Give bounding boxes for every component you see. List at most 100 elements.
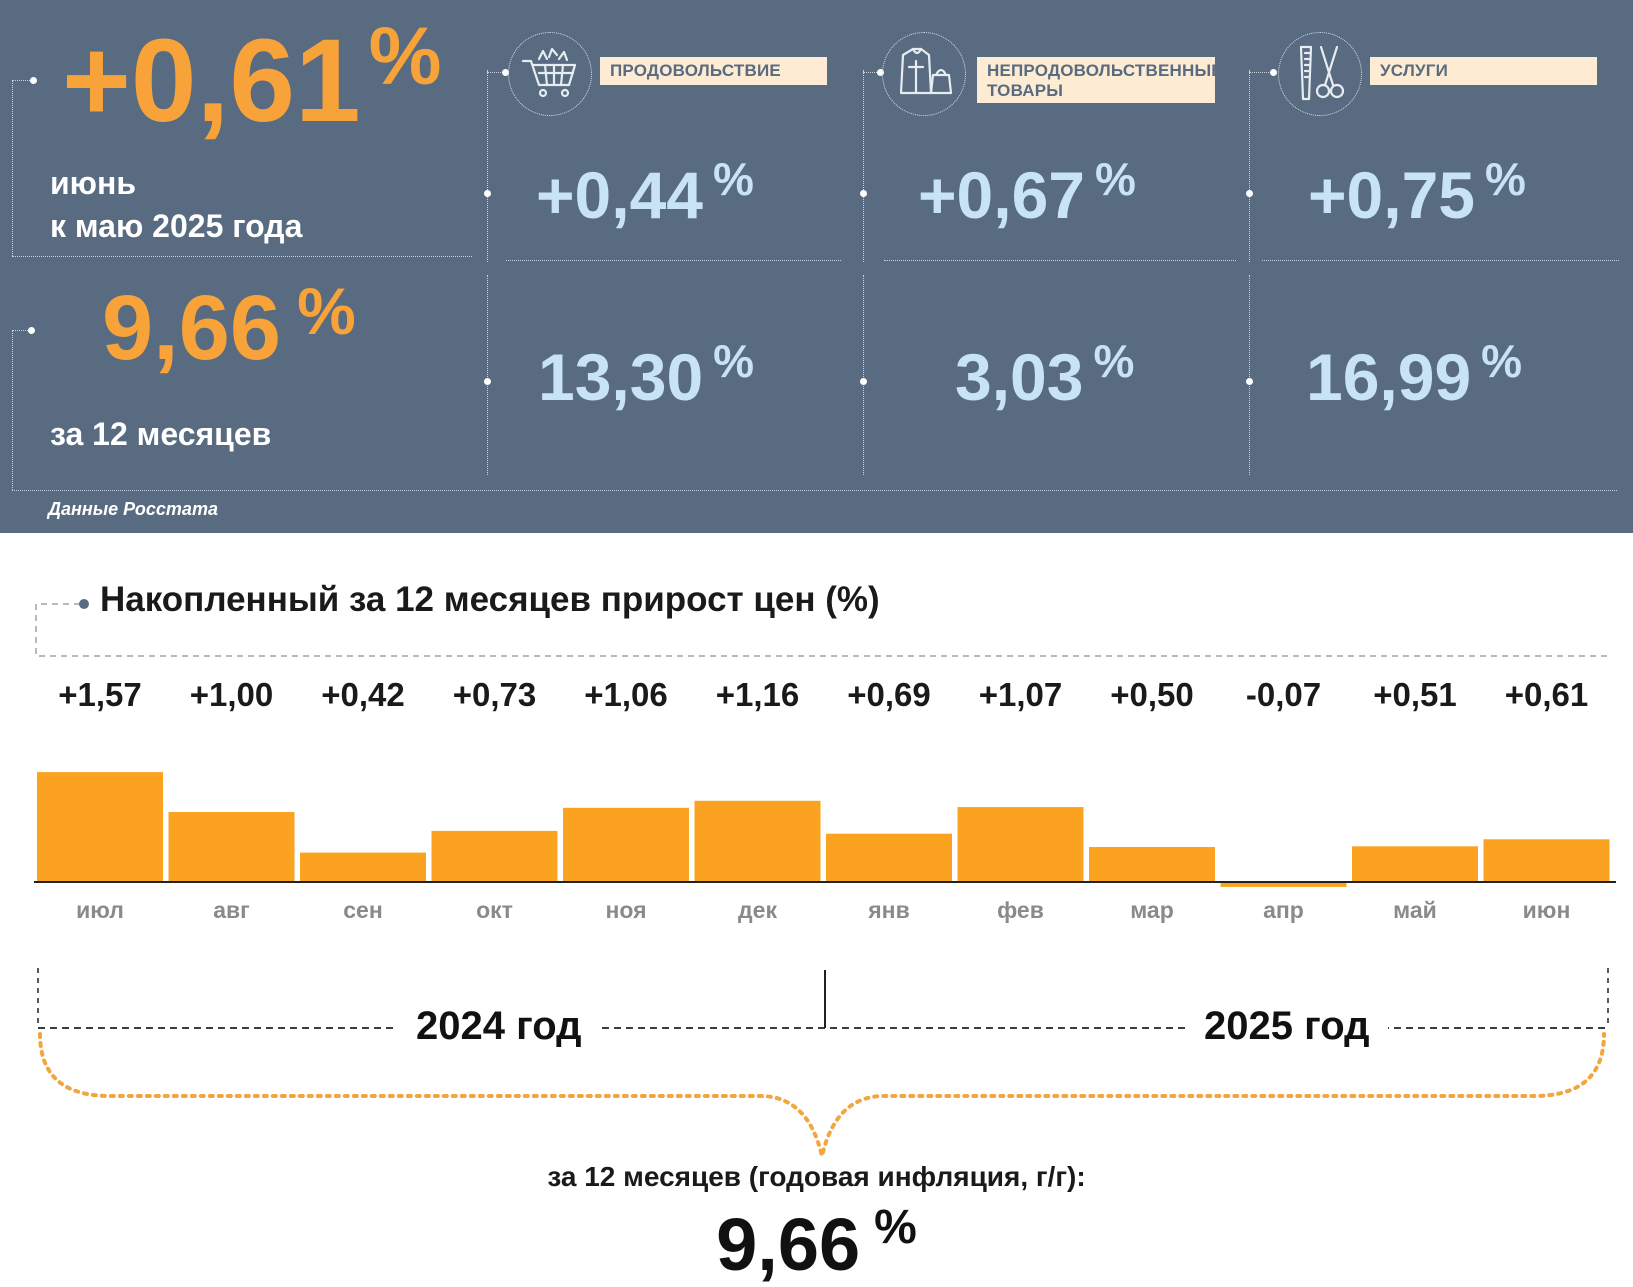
category-label-services: УСЛУГИ	[1370, 57, 1597, 86]
chart-title: Накопленный за 12 месяцев прирост цен (%…	[100, 580, 880, 619]
category-label-food: ПРОДОВОЛЬСТВИЕ	[600, 57, 827, 86]
divider	[863, 70, 864, 262]
monthly-unit: %	[368, 11, 442, 102]
data-label: +1,07	[978, 676, 1063, 713]
bar-апр	[1220, 882, 1347, 887]
bar-дек	[694, 800, 821, 882]
divider	[12, 330, 32, 331]
x-tick-label: июл	[76, 897, 124, 923]
bar-окт	[431, 830, 558, 882]
category-label-line: УСЛУГИ	[1380, 61, 1448, 80]
monthly-inflation-value: +0,61%	[62, 16, 442, 141]
value-number: 16,99	[1306, 340, 1472, 414]
divider	[1249, 275, 1250, 475]
value-number: 13,30	[538, 340, 704, 414]
monthly-value: +0,61	[62, 15, 361, 147]
divider	[12, 80, 34, 81]
divider	[1249, 70, 1250, 262]
divider	[863, 72, 881, 73]
value-unit: %	[1095, 153, 1136, 205]
x-tick-label: ноя	[605, 897, 647, 923]
value-number: +0,67	[918, 158, 1085, 232]
nonfood-annual-value: 3,03%	[955, 338, 1134, 410]
divider	[487, 72, 507, 73]
bullet-dot	[484, 378, 491, 385]
summary-unit: %	[874, 1201, 917, 1254]
bullet-dot	[1246, 378, 1253, 385]
x-tick-label: апр	[1263, 897, 1304, 923]
bullet-dot	[860, 190, 867, 197]
value-number: 3,03	[955, 340, 1084, 414]
data-source: Данные Росстата	[48, 499, 218, 519]
annual-inflation-value: 9,66%	[102, 278, 356, 374]
bar-ноя	[563, 807, 689, 882]
year-bracket	[37, 968, 1609, 1157]
bar-июл	[37, 772, 163, 882]
x-tick-label: окт	[476, 897, 513, 923]
data-label: +0,61	[1504, 676, 1589, 713]
category-label-line: ПРОДОВОЛЬСТВИЕ	[610, 61, 781, 80]
divider	[12, 80, 13, 256]
data-label: -0,07	[1245, 676, 1322, 713]
bullet-dot	[484, 190, 491, 197]
divider	[863, 275, 864, 475]
shopping-cart-icon	[508, 32, 592, 116]
category-label-nonfood: НЕПРОДОВОЛЬСТВЕННЫЕ ТОВАРЫ	[977, 57, 1223, 104]
data-label: +0,42	[321, 676, 405, 713]
annual-caption: за 12 месяцев	[50, 416, 272, 452]
data-label: +0,69	[847, 676, 931, 713]
services-monthly-value: +0,75%	[1308, 156, 1526, 228]
data-label: +1,06	[584, 676, 668, 713]
x-tick-label: мар	[1130, 897, 1174, 923]
x-tick-label: сен	[343, 897, 383, 923]
divider	[487, 275, 488, 475]
category-label-line: НЕПРОДОВОЛЬСТВЕННЫЕ	[987, 61, 1223, 80]
data-label: +0,50	[1110, 676, 1194, 713]
divider	[12, 256, 472, 257]
bar-мар	[1089, 847, 1215, 882]
divider	[506, 260, 841, 261]
value-unit: %	[1093, 335, 1135, 387]
bar-фев	[957, 807, 1084, 882]
value-unit: %	[713, 153, 754, 205]
value-unit: %	[713, 335, 755, 387]
category-label-line: ТОВАРЫ	[987, 81, 1064, 101]
summary-number: 9,66	[716, 1203, 861, 1286]
value-number: +0,75	[1308, 158, 1475, 232]
annual-summary-value: 9,66%	[0, 1201, 1633, 1287]
bar-chart	[34, 772, 1616, 887]
divider	[487, 70, 488, 262]
data-label: +0,51	[1373, 676, 1457, 713]
x-tick-label: янв	[868, 897, 910, 923]
annual-unit: %	[297, 274, 356, 348]
divider	[884, 260, 1236, 261]
bar-сен	[300, 852, 426, 882]
bullet-dot	[30, 77, 37, 84]
value-unit: %	[1485, 153, 1526, 205]
services-annual-value: 16,99%	[1306, 338, 1522, 410]
comb-scissors-icon	[1278, 32, 1362, 116]
x-tick-label: авг	[213, 897, 250, 923]
divider	[12, 330, 13, 490]
bar-июн	[1483, 839, 1610, 882]
annual-value: 9,66	[102, 277, 282, 379]
year-label-2025: 2025 год	[1186, 1004, 1388, 1049]
monthly-caption-line1: июнь	[50, 165, 136, 201]
food-monthly-value: +0,44%	[536, 156, 754, 228]
food-annual-value: 13,30%	[538, 338, 754, 410]
bullet-dot	[28, 327, 35, 334]
annual-summary-label: за 12 месяцев (годовая инфляция, г/г):	[547, 1161, 1086, 1192]
x-tick-label: июн	[1522, 897, 1571, 923]
data-label: +1,00	[189, 676, 274, 713]
data-label: +0,73	[452, 676, 537, 713]
value-number: +0,44	[536, 158, 703, 232]
year-label-2024: 2024 год	[398, 1004, 600, 1049]
monthly-caption: июнь к маю 2025 года	[50, 162, 302, 248]
monthly-caption-line2: к маю 2025 года	[50, 208, 303, 244]
clothes-bag-icon	[882, 32, 966, 116]
data-label: +1,57	[58, 676, 142, 713]
summary-panel	[0, 0, 1633, 533]
bullet-dot	[502, 69, 509, 76]
x-tick-label: май	[1393, 897, 1437, 923]
x-tick-label: дек	[738, 897, 777, 923]
